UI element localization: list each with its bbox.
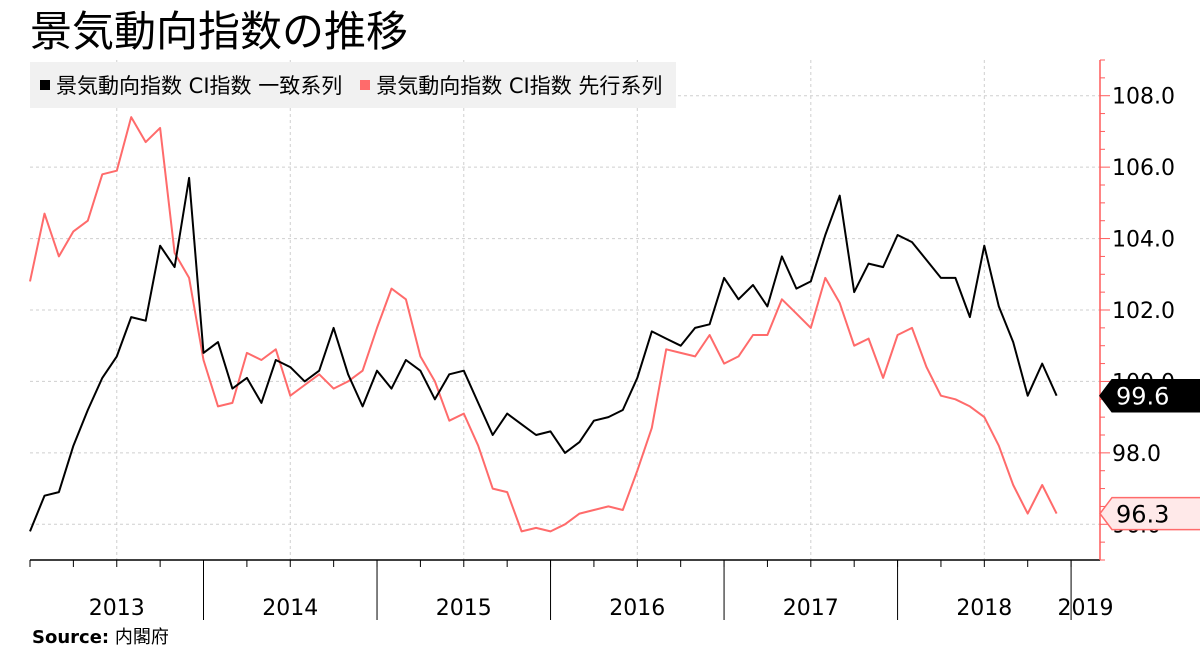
series-line-coincident [29, 176, 1058, 532]
y-tick-label-5: 98.0 [1112, 442, 1161, 467]
grid-layer [30, 60, 1100, 560]
legend-swatch-coincident [40, 80, 50, 90]
legend-label-coincident: 景気動向指数 CI指数 一致系列 [56, 74, 343, 98]
series-line-leading [29, 116, 1058, 533]
legend-swatch-leading [360, 80, 371, 90]
legend-item-coincident: 景気動向指数 CI指数 一致系列 [40, 70, 342, 100]
legend: 景気動向指数 CI指数 一致系列 景気動向指数 CI指数 先行系列 [30, 62, 677, 108]
last-value-tag-coincident [1099, 378, 1200, 413]
y-tick-label-3: 102.0 [1112, 299, 1175, 324]
last-value-tag-leading [1099, 496, 1200, 531]
legend-label-leading: 景気動向指数 CI指数 先行系列 [376, 74, 663, 98]
value-label-layer: 99.6 96.3 [1099, 378, 1200, 531]
axis-layer: 2013 2014 2015 2016 2017 2018 2019 108.0 106.0 10… [29, 59, 1175, 621]
x-tick-label-2014: 2014 [262, 596, 318, 621]
last-value-label-leading: 96.3 [1116, 501, 1169, 529]
source-text: 内閣府 [114, 627, 169, 648]
x-tick-label-2013: 2013 [89, 596, 145, 621]
x-tick-label-2017: 2017 [783, 596, 839, 621]
y-tick-label-0: 108.0 [1112, 85, 1175, 110]
line-layer [29, 116, 1058, 533]
x-tick-label-2016: 2016 [609, 596, 665, 621]
y-tick-label-2: 104.0 [1112, 228, 1175, 253]
x-tick-label-2015: 2015 [436, 596, 492, 621]
legend-item-leading: 景気動向指数 CI指数 先行系列 [360, 70, 662, 100]
source-label: Source: [32, 627, 110, 648]
chart-title: 景気動向指数の推移 [30, 7, 409, 56]
x-tick-label-2018: 2018 [956, 596, 1012, 621]
source-note: Source: 内閣府 [32, 623, 169, 649]
x-tick-label-2019: 2019 [1058, 596, 1114, 621]
y-tick-label-1: 106.0 [1112, 156, 1175, 181]
last-value-label-coincident: 99.6 [1116, 383, 1169, 411]
